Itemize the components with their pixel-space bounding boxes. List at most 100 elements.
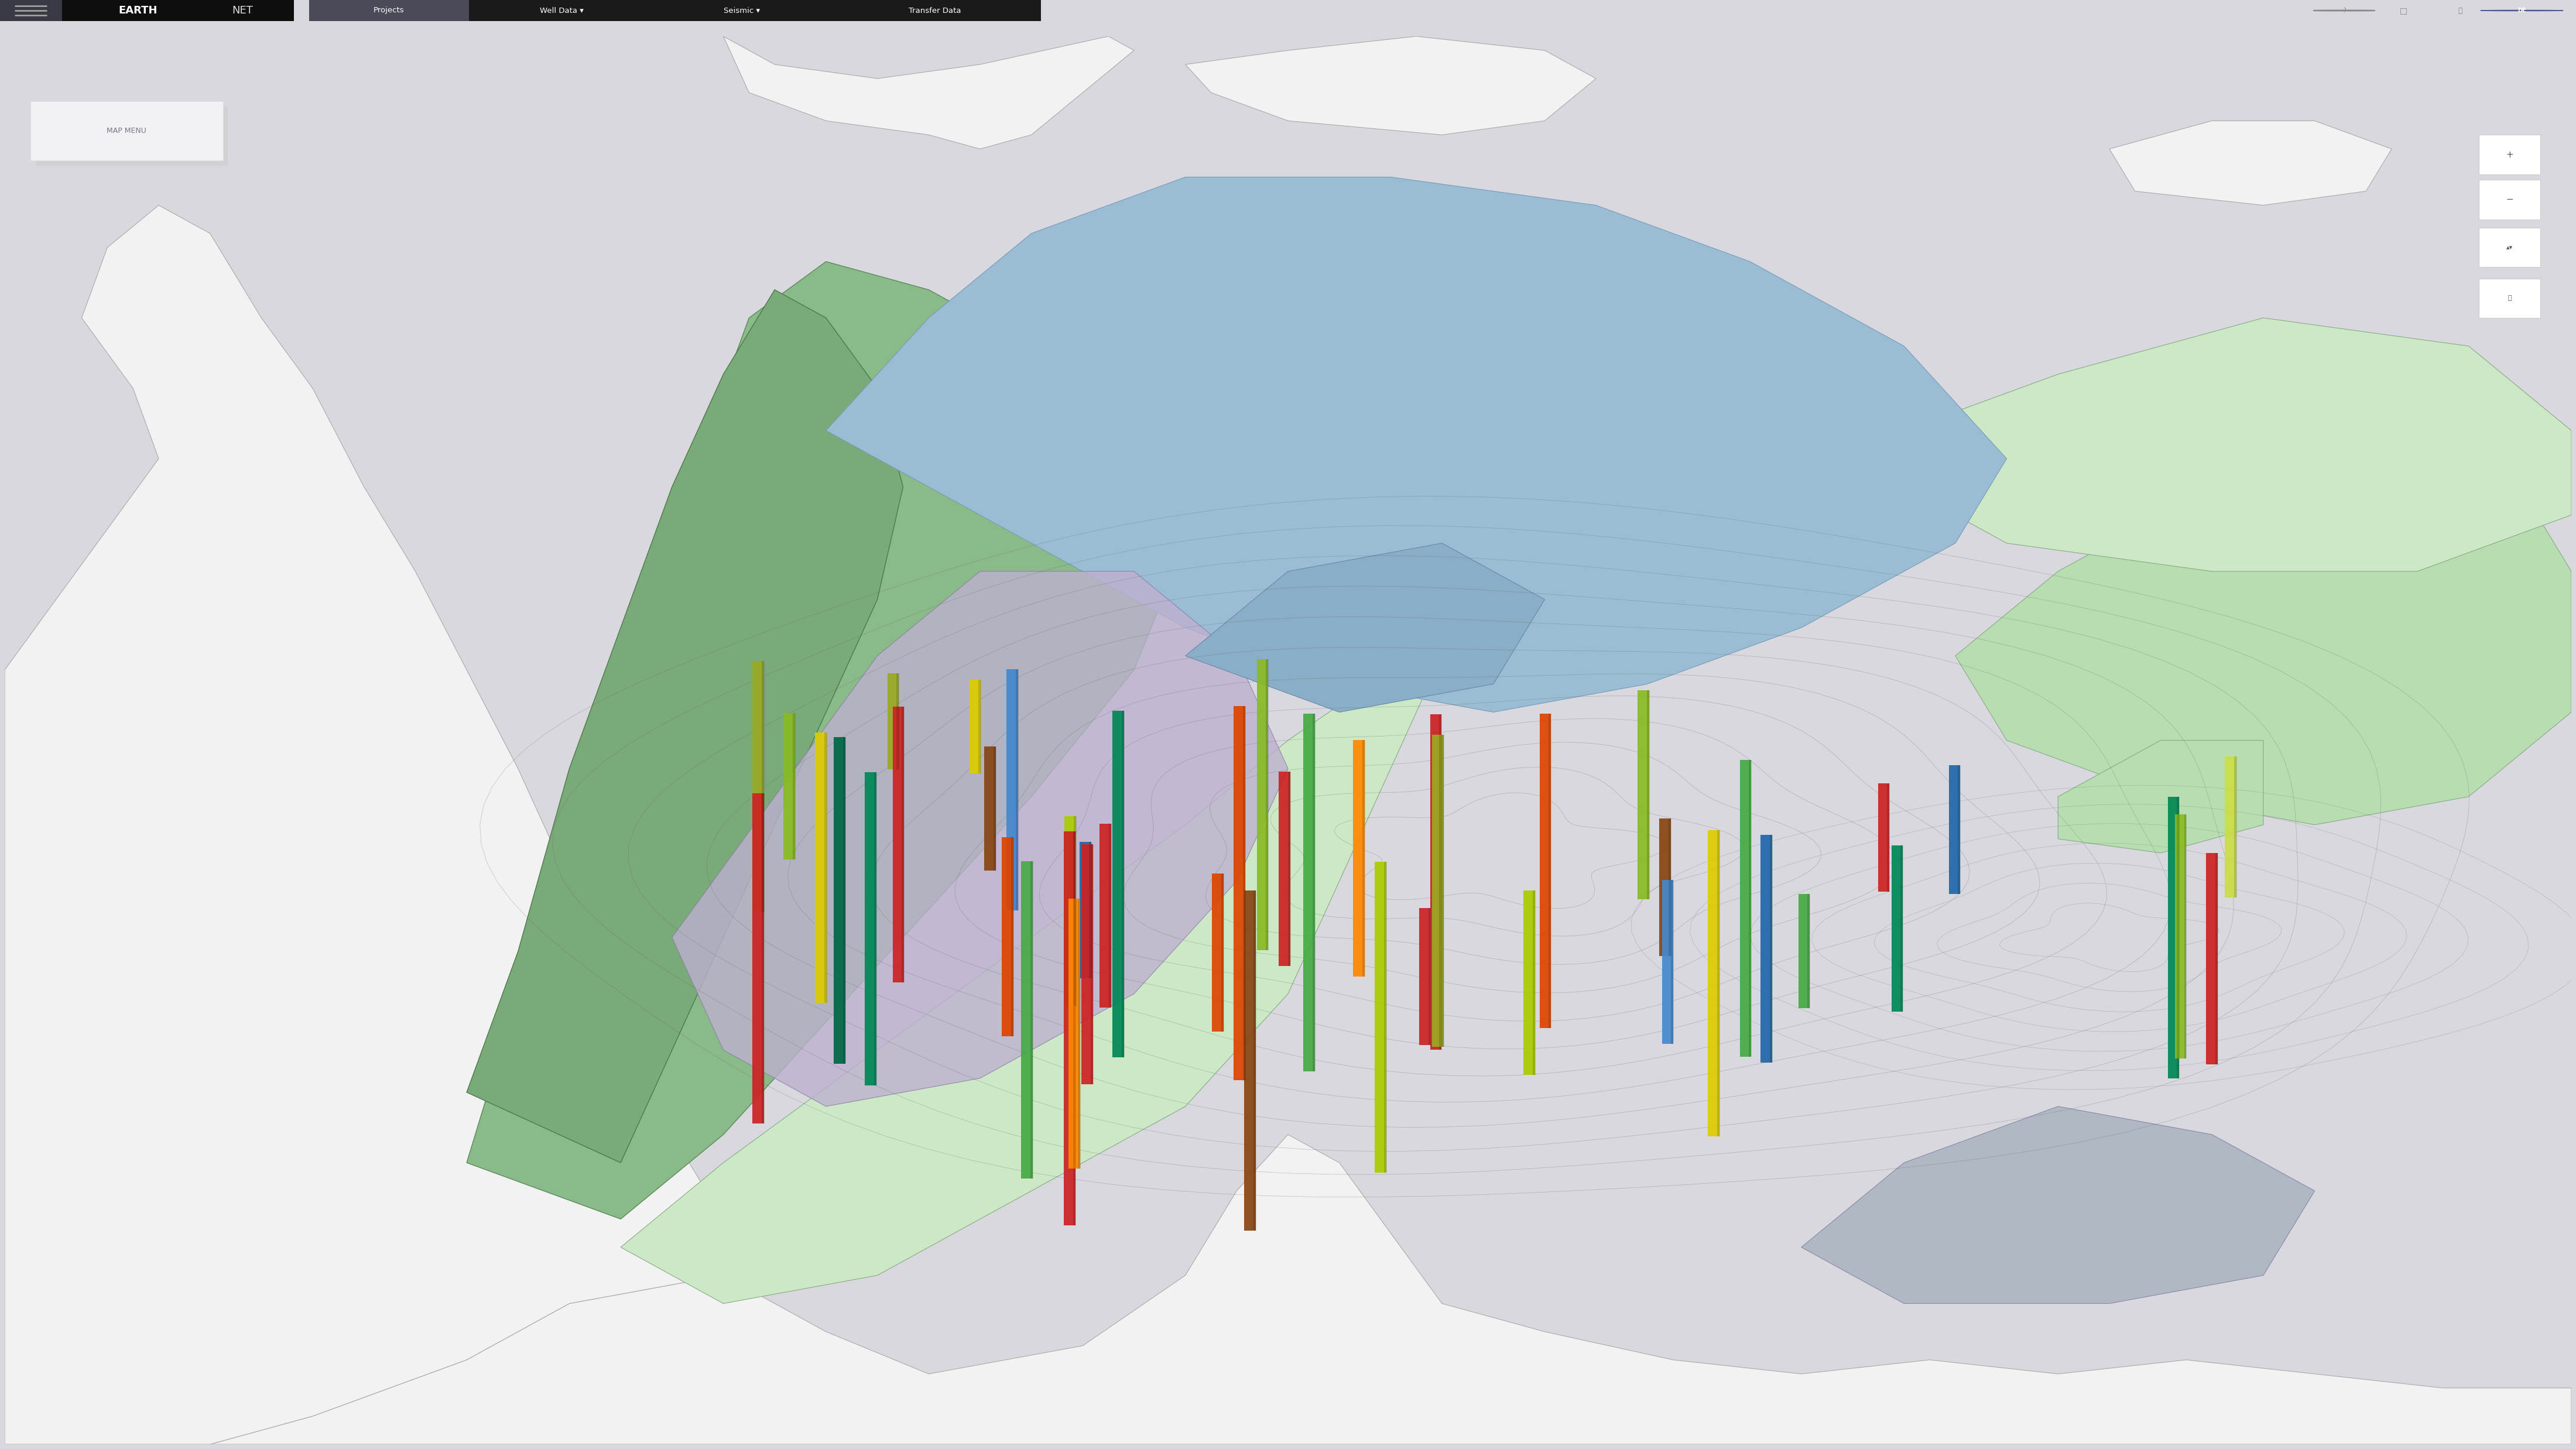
Bar <box>902 707 904 982</box>
Text: NET: NET <box>232 6 252 16</box>
Text: Seismic ▾: Seismic ▾ <box>724 7 760 14</box>
Text: MAP MENU: MAP MENU <box>106 128 147 135</box>
Bar <box>1108 824 1110 1007</box>
Polygon shape <box>466 290 904 1162</box>
Bar <box>1770 835 1772 1062</box>
Bar <box>886 674 899 769</box>
Bar <box>835 738 845 1064</box>
Bar <box>814 732 827 1003</box>
Polygon shape <box>1904 317 2571 571</box>
Bar <box>969 680 981 774</box>
Bar <box>1708 830 1718 1136</box>
Bar <box>1303 713 1314 1072</box>
Bar <box>1901 845 1904 1011</box>
Bar <box>1540 714 1551 1029</box>
Bar <box>1265 659 1270 951</box>
Polygon shape <box>1801 1107 2316 1304</box>
Bar <box>894 707 904 982</box>
Bar <box>1638 691 1649 900</box>
Bar <box>309 0 469 22</box>
Bar <box>752 794 765 1123</box>
Text: −: − <box>2506 196 2514 204</box>
Bar <box>1074 816 1077 1006</box>
Bar <box>1015 669 1018 910</box>
Bar <box>2174 814 2187 1058</box>
Text: □: □ <box>2401 6 2406 14</box>
Text: Well Data ▾: Well Data ▾ <box>538 7 585 14</box>
Bar <box>1064 816 1077 1006</box>
Text: +: + <box>2506 151 2514 159</box>
Text: ?: ? <box>2342 7 2347 13</box>
Bar <box>1662 880 1674 1043</box>
Bar <box>1958 765 1960 894</box>
Polygon shape <box>466 262 1185 1219</box>
Bar <box>1030 861 1033 1178</box>
Bar <box>1090 845 1092 1084</box>
Bar <box>762 794 765 1123</box>
Bar <box>36 107 229 165</box>
Polygon shape <box>1185 36 1597 135</box>
Bar <box>2478 278 2540 317</box>
Bar <box>2169 797 2179 1078</box>
Text: Projects: Projects <box>374 7 404 14</box>
Bar <box>1749 761 1752 1056</box>
Bar <box>2478 227 2540 267</box>
Bar <box>1878 784 1888 891</box>
Bar <box>1376 862 1386 1172</box>
Bar <box>1548 714 1551 1029</box>
FancyBboxPatch shape <box>31 101 224 161</box>
Bar <box>1007 669 1018 910</box>
Bar <box>866 772 876 1085</box>
Bar <box>1314 713 1316 1072</box>
Text: ▴▾: ▴▾ <box>2506 245 2514 251</box>
Bar <box>1427 909 1432 1045</box>
Bar <box>1079 842 1092 978</box>
Bar <box>1012 838 1015 1036</box>
Bar <box>896 674 899 769</box>
Bar <box>1002 838 1012 1036</box>
Bar <box>1646 691 1649 900</box>
Bar <box>469 0 654 22</box>
Text: ⛶: ⛶ <box>2509 296 2512 301</box>
Polygon shape <box>621 206 1698 1304</box>
Bar <box>994 746 997 871</box>
Bar <box>1383 862 1386 1172</box>
Bar <box>1798 894 1811 1009</box>
Bar <box>793 713 796 859</box>
Bar <box>1242 706 1247 1081</box>
Polygon shape <box>1185 543 1546 711</box>
Bar <box>783 713 796 859</box>
Text: DE: DE <box>2517 7 2527 13</box>
Bar <box>1278 772 1291 966</box>
Bar <box>1669 819 1672 956</box>
Bar <box>2233 756 2236 898</box>
Polygon shape <box>1955 459 2571 824</box>
Polygon shape <box>672 571 1288 1107</box>
Bar <box>1069 898 1079 1169</box>
Bar <box>1759 835 1772 1062</box>
Bar <box>2478 180 2540 219</box>
Bar <box>1419 909 1430 1045</box>
Bar <box>842 738 845 1064</box>
Bar <box>1244 890 1255 1230</box>
Bar <box>62 0 294 22</box>
Bar <box>1363 740 1365 977</box>
Bar <box>1257 659 1267 951</box>
Bar <box>2177 797 2179 1078</box>
Bar <box>1020 861 1033 1178</box>
Bar <box>1891 845 1904 1011</box>
Bar <box>2215 853 2218 1064</box>
Bar <box>1659 819 1672 956</box>
Bar <box>1522 891 1535 1075</box>
Bar <box>1440 714 1443 1051</box>
Bar <box>1100 824 1110 1007</box>
Polygon shape <box>724 36 1133 149</box>
Bar <box>1077 898 1079 1169</box>
Bar <box>2226 756 2236 898</box>
Bar <box>1090 842 1092 978</box>
Bar <box>1121 711 1126 1058</box>
Bar <box>1808 894 1811 1009</box>
Bar <box>1443 735 1445 1046</box>
Bar <box>1234 706 1244 1081</box>
Polygon shape <box>5 1135 2571 1445</box>
